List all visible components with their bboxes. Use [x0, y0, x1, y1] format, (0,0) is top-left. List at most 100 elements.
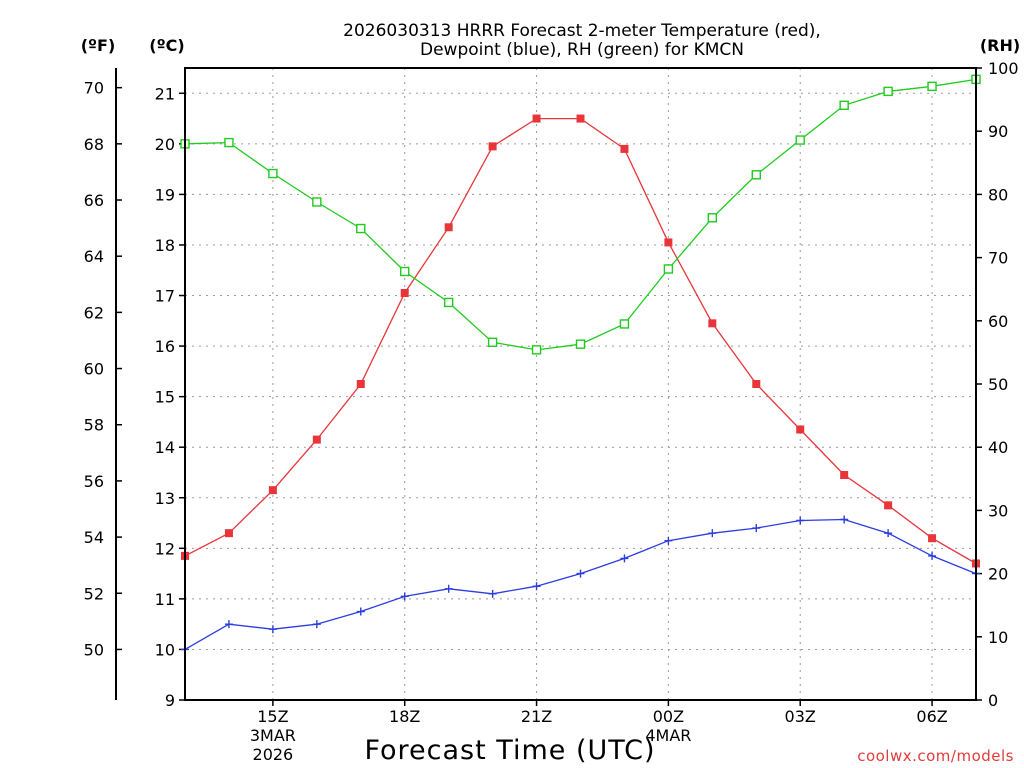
fahrenheit-tick-label: 56 — [84, 472, 104, 491]
rh-point — [663, 264, 674, 274]
rh-tick-label: 0 — [988, 691, 998, 710]
rh-tick-label: 30 — [988, 501, 1008, 520]
temperature-point — [708, 319, 717, 328]
dewpoint-point — [444, 584, 453, 593]
temperature-point — [224, 529, 233, 538]
fahrenheit-tick-label: 64 — [84, 247, 104, 266]
watermark: coolwx.com/models — [857, 747, 1014, 765]
fahrenheit-tick-label: 60 — [84, 360, 104, 379]
chart-title-line1: 2026030313 HRRR Forecast 2-meter Tempera… — [343, 21, 821, 41]
temperature-point — [752, 380, 761, 388]
rh-point — [751, 170, 761, 180]
celsius-tick-label: 13 — [155, 489, 175, 508]
celsius-tick-label: 19 — [155, 185, 175, 204]
rh-tick-label: 50 — [988, 375, 1008, 394]
temperature-point — [312, 435, 321, 444]
rh-tick-label: 60 — [988, 312, 1008, 331]
temperature-point — [664, 238, 673, 247]
rh-tick-label: 40 — [988, 438, 1008, 457]
fahrenheit-unit-label: (ºF) — [81, 36, 116, 55]
temperature-point — [444, 223, 453, 232]
grid — [185, 68, 976, 700]
dewpoint-point — [796, 516, 805, 525]
temperature-point — [796, 425, 805, 434]
celsius-tick-label: 21 — [155, 84, 175, 103]
rh-tick-label: 100 — [988, 59, 1019, 78]
plot-frame — [184, 67, 977, 701]
rh-point — [927, 81, 937, 92]
fahrenheit-tick-label: 50 — [84, 640, 104, 659]
fahrenheit-tick-label: 54 — [84, 528, 104, 547]
rh-tick-label: 70 — [988, 249, 1008, 268]
x-tick-label: 15Z — [257, 707, 288, 726]
rh-tick-label: 80 — [988, 185, 1008, 204]
celsius-tick-label: 15 — [155, 388, 175, 407]
celsius-tick-label: 14 — [155, 438, 175, 457]
dewpoint-point — [664, 536, 673, 545]
temperature-point — [840, 471, 849, 480]
rh-point — [839, 100, 849, 110]
temperature-point — [356, 380, 365, 388]
celsius-tick-label: 9 — [165, 691, 175, 710]
fahrenheit-tick-label: 66 — [84, 191, 104, 210]
dewpoint-point — [356, 607, 365, 616]
x-tick-label: 03Z — [785, 707, 816, 726]
rh-point — [575, 339, 586, 349]
rh-point — [268, 168, 278, 179]
dewpoint-point — [576, 569, 585, 578]
temperature-point — [532, 114, 541, 123]
rh-point — [312, 197, 322, 207]
fahrenheit-tick-label: 68 — [84, 135, 104, 154]
dewpoint-point — [752, 524, 761, 533]
celsius-tick-label: 20 — [155, 135, 175, 154]
temperature-point — [884, 501, 893, 510]
rh-tick-label: 90 — [988, 122, 1008, 141]
celsius-tick-label: 10 — [155, 640, 175, 659]
celsius-tick-label: 11 — [155, 590, 175, 609]
x-tick-date-label: 3MAR — [250, 726, 296, 745]
celsius-tick-label: 17 — [155, 287, 175, 306]
dewpoint-point — [884, 529, 893, 538]
dewpoint-point — [532, 582, 541, 591]
dewpoint-point — [488, 589, 497, 598]
x-axis-title: Forecast Time (UTC) — [364, 735, 655, 766]
fahrenheit-tick-label: 62 — [84, 303, 104, 322]
rh-tick-label: 20 — [988, 565, 1008, 584]
rh-point — [619, 319, 630, 329]
rh-point — [400, 266, 410, 277]
rh-unit-label: (RH) — [980, 36, 1020, 55]
x-tick-label: 21Z — [521, 707, 552, 726]
fahrenheit-tick-label: 52 — [84, 584, 104, 603]
x-tick-label: 06Z — [916, 707, 947, 726]
temperature-point — [400, 288, 409, 297]
temperature-point — [928, 534, 937, 543]
rh-point — [883, 86, 893, 97]
rh-point — [487, 337, 498, 347]
rh-point — [356, 223, 366, 234]
temperature-point — [268, 486, 277, 495]
dewpoint-point — [400, 592, 409, 601]
x-tick-label: 00Z — [653, 707, 684, 726]
temperature-point — [488, 142, 497, 151]
rh-tick-label: 10 — [988, 628, 1008, 647]
x-tick-year-label: 2026 — [253, 745, 294, 764]
dewpoint-line — [184, 518, 977, 650]
temperature-point — [620, 144, 629, 153]
x-tick-label: 18Z — [389, 707, 420, 726]
data-series — [180, 74, 981, 654]
chart-title-line2: Dewpoint (blue), RH (green) for KMCN — [420, 40, 744, 60]
temperature-point — [576, 114, 585, 123]
celsius-tick-label: 18 — [155, 236, 175, 255]
rh-point — [707, 213, 718, 223]
x-tick-date-label: 4MAR — [645, 726, 691, 745]
celsius-tick-label: 16 — [155, 337, 175, 356]
celsius-tick-label: 12 — [155, 539, 175, 558]
dewpoint-point — [840, 515, 849, 524]
rh-point — [443, 297, 454, 308]
fahrenheit-tick-label: 58 — [84, 416, 104, 435]
dewpoint-point — [268, 625, 277, 634]
celsius-unit-label: (ºC) — [149, 36, 184, 55]
dewpoint-point — [312, 620, 321, 629]
